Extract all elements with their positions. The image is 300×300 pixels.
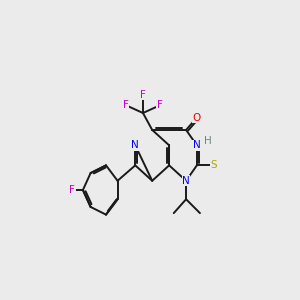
Text: F: F [69,185,75,195]
Text: F: F [140,89,146,100]
Text: N: N [182,176,190,186]
Text: O: O [193,112,201,123]
Text: F: F [123,100,129,110]
Text: N: N [193,140,201,150]
Text: H: H [204,136,212,146]
Text: F: F [157,100,163,110]
Text: S: S [211,160,217,170]
Text: N: N [131,140,139,150]
